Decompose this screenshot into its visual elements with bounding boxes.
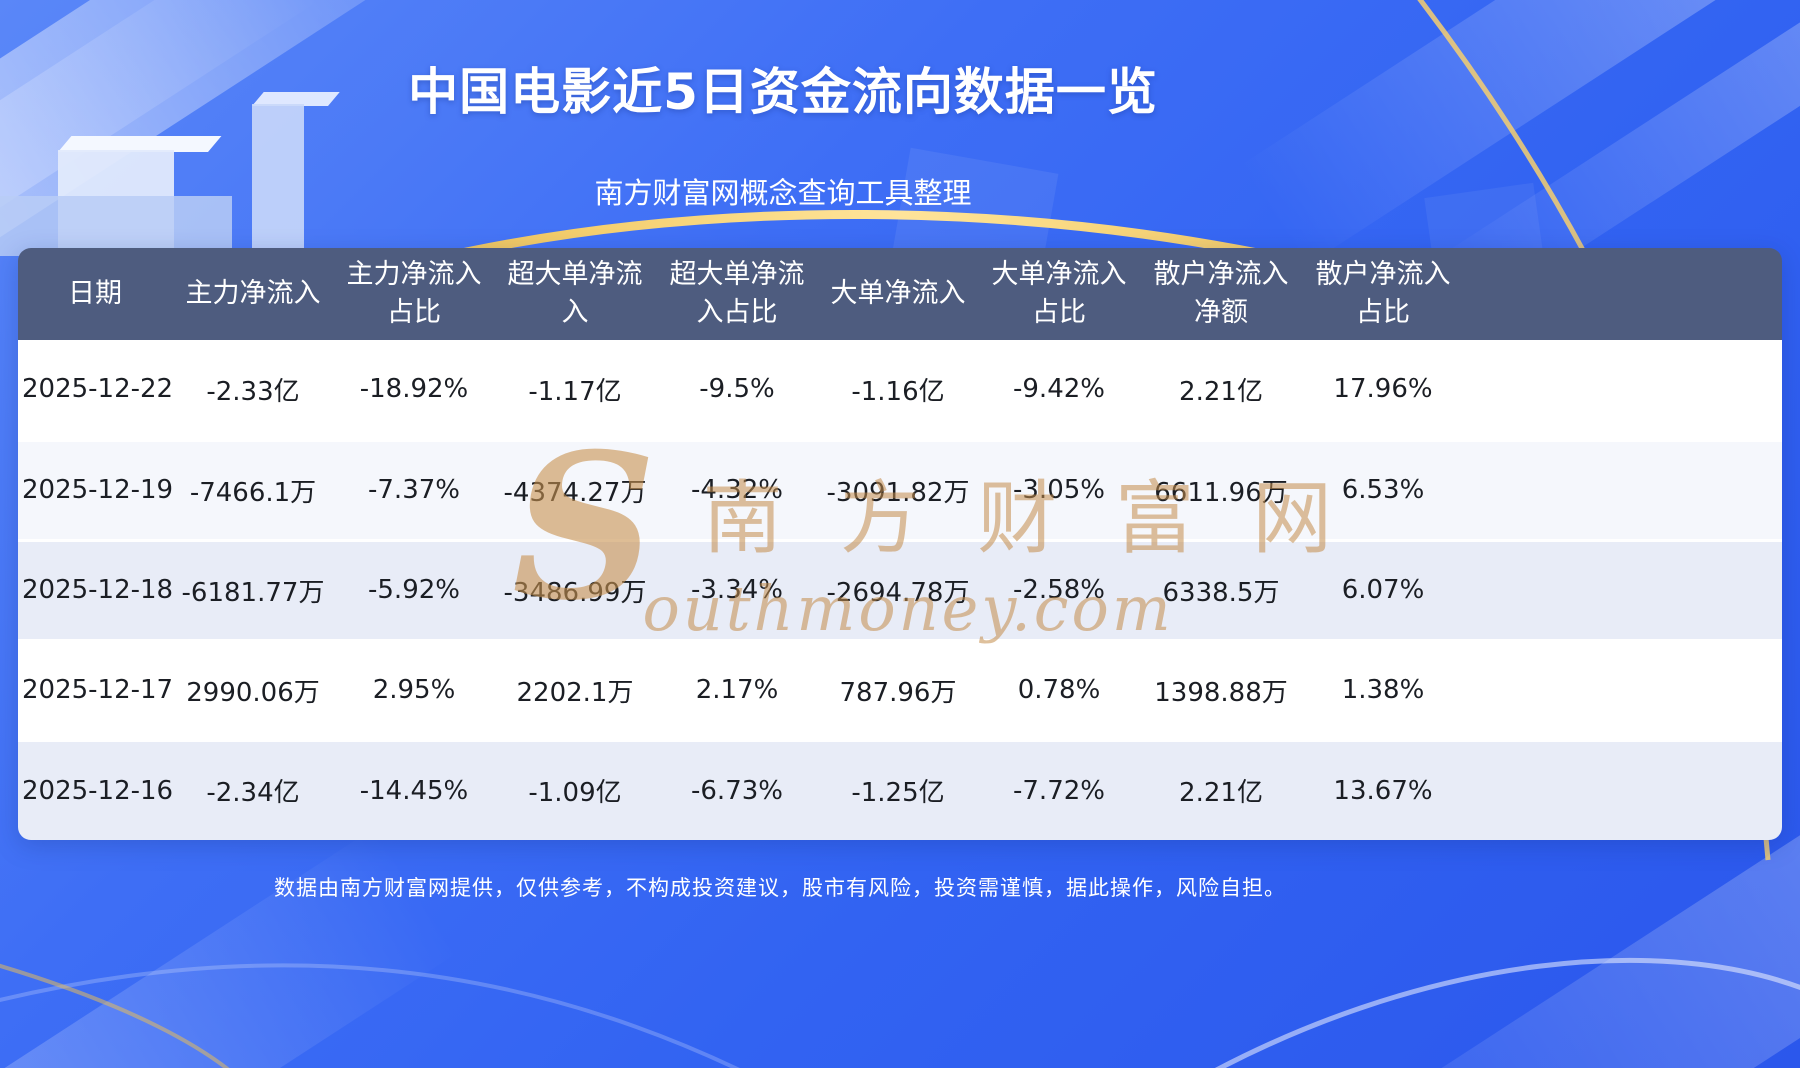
value-cell: -1.09亿 [494, 740, 656, 840]
filler-cell [1464, 640, 1782, 742]
date-cell: 2025-12-22 [18, 340, 173, 442]
table-row: 2025-12-16 -2.34亿 -14.45% -1.09亿 -6.73% -1.25… [18, 740, 1782, 840]
column-header: 大单净流入 [818, 248, 978, 340]
light-streak-decoration [0, 825, 460, 1068]
value-cell: -1.17亿 [494, 340, 656, 442]
value-cell: 2.17% [656, 640, 818, 742]
filler-cell [1464, 540, 1782, 642]
value-cell: -14.45% [334, 740, 494, 840]
value-cell: -18.92% [334, 340, 494, 442]
footer-disclaimer: 数据由南方财富网提供，仅供参考，不构成投资建议，股市有风险，投资需谨慎，据此操作… [274, 876, 1286, 900]
value-cell: 2.21亿 [1140, 740, 1302, 840]
date-cell: 2025-12-17 [18, 640, 173, 742]
value-cell: 6.53% [1302, 440, 1464, 542]
value-cell: 787.96万 [818, 640, 978, 742]
value-cell: -7.37% [334, 440, 494, 542]
value-cell: -3.05% [978, 440, 1140, 542]
value-cell: -2.34亿 [172, 740, 334, 840]
value-cell: 2.21亿 [1140, 340, 1302, 442]
value-cell: -1.25亿 [818, 740, 978, 840]
value-cell: -3091.82万 [818, 440, 978, 542]
column-header: 超大单净流入占比 [656, 248, 818, 340]
date-cell: 2025-12-16 [18, 740, 173, 840]
column-header: 主力净流入占比 [334, 248, 494, 340]
filler-cell [1464, 340, 1782, 442]
table-row: 2025-12-17 2990.06万 2.95% 2202.1万 2.17% 787.9… [18, 640, 1782, 742]
value-cell: 6.07% [1302, 540, 1464, 642]
column-header: 散户净流入净额 [1140, 248, 1302, 340]
table-row: 2025-12-18 -6181.77万 -5.92% -3486.99万 -3.34%… [18, 540, 1782, 642]
value-cell: 2990.06万 [172, 640, 334, 742]
value-cell: -2694.78万 [818, 540, 978, 642]
value-cell: 1.38% [1302, 640, 1464, 742]
value-cell: 1398.88万 [1140, 640, 1302, 742]
value-cell: -7.72% [978, 740, 1140, 840]
value-cell: 13.67% [1302, 740, 1464, 840]
page-subtitle: 南方财富网概念查询工具整理 [594, 176, 972, 210]
value-cell: -5.92% [334, 540, 494, 642]
value-cell: -3486.99万 [494, 540, 656, 642]
value-cell: 6338.5万 [1140, 540, 1302, 642]
column-header: 散户净流入占比 [1302, 248, 1464, 340]
value-cell: 6611.96万 [1140, 440, 1302, 542]
value-cell: 0.78% [978, 640, 1140, 742]
filler-column-header [1464, 248, 1782, 340]
value-cell: -7466.1万 [172, 440, 334, 542]
column-header: 主力净流入 [172, 248, 334, 340]
value-cell: -9.5% [656, 340, 818, 442]
filler-cell [1464, 740, 1782, 840]
column-header: 超大单净流入 [494, 248, 656, 340]
value-cell: -4374.27万 [494, 440, 656, 542]
value-cell: -2.58% [978, 540, 1140, 642]
filler-cell [1464, 440, 1782, 542]
value-cell: -6181.77万 [172, 540, 334, 642]
value-cell: 2.95% [334, 640, 494, 742]
date-cell: 2025-12-19 [18, 440, 173, 542]
table-header-row: 日期 主力净流入 主力净流入占比 超大单净流入 超大单净流入占比 大单净流入 大单净流入占比… [18, 248, 1782, 340]
value-cell: -6.73% [656, 740, 818, 840]
page-title: 中国电影近5日资金流向数据一览 [408, 63, 1158, 121]
value-cell: -2.33亿 [172, 340, 334, 442]
value-cell: -4.32% [656, 440, 818, 542]
fund-flow-table: 日期 主力净流入 主力净流入占比 超大单净流入 超大单净流入占比 大单净流入 大单净流入占比… [18, 248, 1782, 840]
date-cell: 2025-12-18 [18, 540, 173, 642]
header-block: 中国电影近5日资金流向数据一览 南方财富网概念查询工具整理 [0, 0, 1566, 212]
value-cell: 17.96% [1302, 340, 1464, 442]
value-cell: -9.42% [978, 340, 1140, 442]
table-row: 2025-12-19 -7466.1万 -7.37% -4374.27万 -4.32% -… [18, 440, 1782, 542]
value-cell: -3.34% [656, 540, 818, 642]
value-cell: -1.16亿 [818, 340, 978, 442]
table-row: 2025-12-22 -2.33亿 -18.92% -1.17亿 -9.5% -1.16亿… [18, 340, 1782, 442]
value-cell: 2202.1万 [494, 640, 656, 742]
column-header: 日期 [18, 248, 172, 340]
column-header: 大单净流入占比 [978, 248, 1140, 340]
